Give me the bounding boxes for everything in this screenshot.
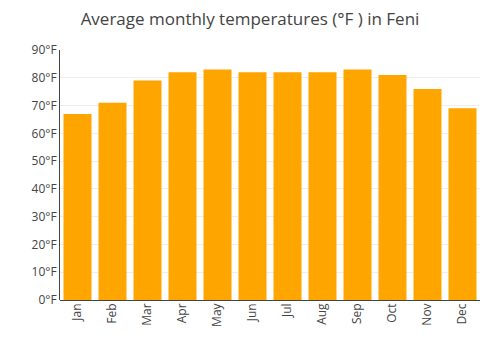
svg-text:30°F: 30°F bbox=[32, 208, 57, 225]
svg-text:10°F: 10°F bbox=[32, 263, 57, 280]
svg-text:Nov: Nov bbox=[418, 303, 435, 325]
svg-text:90°F: 90°F bbox=[32, 41, 57, 58]
svg-text:Oct: Oct bbox=[383, 303, 400, 322]
svg-text:Average monthly temperatures (: Average monthly temperatures (°F ) in Fe… bbox=[81, 7, 420, 30]
svg-text:Dec: Dec bbox=[453, 303, 470, 324]
svg-text:Sep: Sep bbox=[348, 303, 365, 324]
svg-text:20°F: 20°F bbox=[32, 236, 57, 253]
svg-text:Apr: Apr bbox=[173, 303, 190, 323]
svg-text:0°F: 0°F bbox=[38, 291, 56, 308]
svg-text:Mar: Mar bbox=[138, 303, 155, 325]
svg-text:80°F: 80°F bbox=[32, 69, 57, 86]
svg-text:Aug: Aug bbox=[313, 303, 330, 325]
svg-text:Jun: Jun bbox=[243, 303, 260, 322]
svg-text:40°F: 40°F bbox=[32, 180, 57, 197]
svg-text:Jan: Jan bbox=[68, 303, 85, 321]
svg-text:60°F: 60°F bbox=[32, 125, 57, 142]
svg-text:50°F: 50°F bbox=[32, 152, 57, 169]
svg-text:May: May bbox=[208, 302, 225, 326]
svg-text:Feb: Feb bbox=[103, 303, 120, 323]
svg-text:70°F: 70°F bbox=[32, 97, 57, 114]
svg-text:Jul: Jul bbox=[278, 303, 295, 318]
